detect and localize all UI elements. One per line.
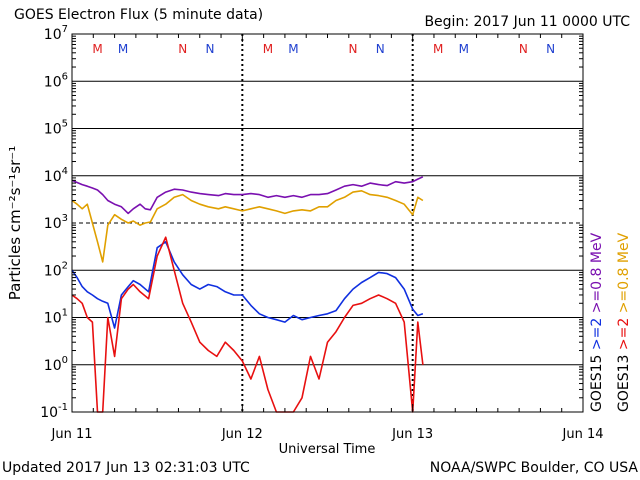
satellite-marker: M [433, 42, 443, 56]
satellite-marker: M [288, 42, 298, 56]
grid-lines [72, 80, 583, 366]
legend-goes13-08mev: >=0.8 MeV [616, 232, 632, 313]
y-tick-label: 102 [44, 260, 68, 279]
chart-title: GOES Electron Flux (5 minute data) [14, 7, 264, 23]
series-line-goes13-2mev [71, 236, 424, 413]
legend-goes13: GOES13 >=2 >=0.8 MeV [616, 232, 632, 412]
x-axis-tick-labels: Jun 11 Jun 12 Jun 13 Jun 14 [51, 427, 604, 442]
legend-goes15-08mev: >=0.8 MeV [589, 232, 605, 313]
svg-text:GOES15 >=2: GOES15 >=2 >=0.8 MeV [589, 232, 605, 412]
legend-goes15: GOES15 >=2 >=0.8 MeV [589, 232, 605, 412]
legend-goes15-satellite: GOES15 [589, 355, 605, 412]
series-line-goes13-08mev [71, 190, 424, 263]
x-tick-label: Jun 14 [562, 427, 604, 442]
series-layer [71, 176, 424, 413]
y-tick-label: 106 [44, 71, 68, 90]
x-tick-label: Jun 11 [51, 427, 93, 442]
source-credit: NOAA/SWPC Boulder, CO USA [429, 460, 638, 476]
x-tick-label: Jun 12 [221, 427, 263, 442]
satellite-marker: N [546, 42, 555, 56]
legend-goes13-2mev: >=2 [616, 318, 632, 350]
legend-goes13-satellite: GOES13 [616, 355, 632, 412]
y-tick-label: 105 [44, 119, 68, 138]
satellite-marker: N [349, 42, 358, 56]
satellite-marker: N [519, 42, 528, 56]
y-tick-label: 107 [44, 24, 68, 43]
updated-timestamp: Updated 2017 Jun 13 02:31:03 UTC [2, 460, 250, 476]
begin-time-label: Begin: 2017 Jun 11 0000 UTC [424, 14, 630, 30]
y-tick-label: 10-1 [40, 402, 68, 421]
y-axis-label: Particles cm⁻²s⁻¹sr⁻¹ [6, 146, 24, 300]
satellite-marker: M [92, 42, 102, 56]
y-tick-label: 100 [44, 355, 68, 374]
svg-text:GOES13 >=2: GOES13 >=2 >=0.8 MeV [616, 232, 632, 412]
day-separators [241, 34, 414, 412]
y-tick-label: 103 [44, 213, 68, 232]
satellite-marker: N [205, 42, 214, 56]
satellite-marker: M [118, 42, 128, 56]
y-axis-tick-labels: 10-1 100 101 102 103 104 105 106 107 [40, 24, 68, 421]
axis-ticks [71, 34, 584, 412]
satellite-marker: M [263, 42, 273, 56]
satellite-marker: M [459, 42, 469, 56]
legend-goes15-2mev: >=2 [589, 318, 605, 350]
y-tick-label: 101 [44, 308, 68, 327]
y-tick-label: 104 [44, 166, 68, 185]
satellite-marker: N [178, 42, 187, 56]
series-line-goes15-08mev [71, 176, 424, 215]
x-tick-label: Jun 13 [391, 427, 433, 442]
x-axis-label: Universal Time [279, 442, 376, 457]
satellite-marker: N [376, 42, 385, 56]
series-line-goes15-2mev [71, 241, 424, 329]
